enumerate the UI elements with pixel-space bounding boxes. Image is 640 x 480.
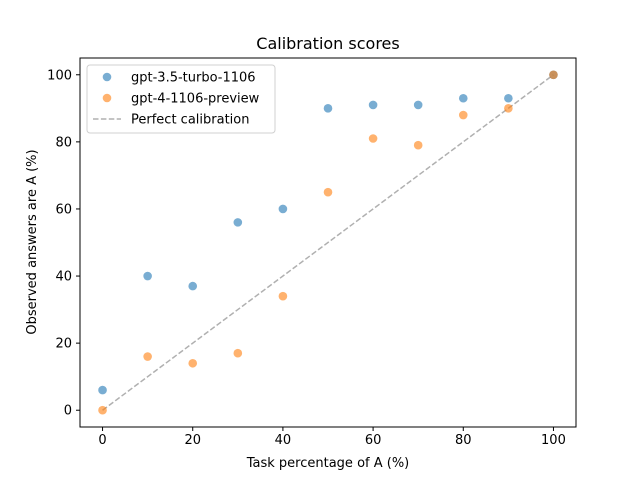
series-1-point-7 [413, 140, 423, 150]
y-axis-title: Observed answers are A (%) [25, 149, 40, 334]
series-0-point-5 [323, 104, 333, 113]
series-1-point-0 [98, 405, 107, 415]
legend-label-0: gpt-3.5-turbo-1106 [131, 71, 256, 86]
series-0-point-0 [98, 385, 107, 395]
series-1-point-2 [188, 358, 198, 368]
series-0-point-8 [458, 93, 468, 103]
y-axis-ticks: 0 20 40 60 80 100 [47, 68, 80, 419]
x-tick-label-2: 40 [275, 433, 292, 448]
series-1-point-5 [323, 187, 333, 197]
y-tick-label-2: 40 [55, 270, 72, 285]
series-1-point-8 [458, 110, 468, 120]
series-0-point-2 [188, 281, 198, 291]
x-tick-label-0: 0 [98, 433, 106, 448]
y-tick-label-1: 20 [55, 337, 72, 352]
series-0-point-7 [413, 100, 423, 110]
y-tick-label-0: 0 [64, 404, 72, 419]
y-tick-label-3: 60 [55, 202, 72, 217]
y-tick-label-5: 100 [47, 68, 72, 83]
series-1-point-4 [278, 291, 288, 301]
legend-marker-0 [102, 72, 112, 82]
plot-frame [79, 57, 577, 428]
series-1-point-6 [368, 134, 378, 143]
series-1-point-1 [143, 352, 152, 361]
x-tick-label-5: 100 [541, 433, 566, 448]
x-tick-label-4: 80 [455, 433, 472, 448]
x-axis-title: Task percentage of A (%) [246, 456, 410, 471]
legend-box [86, 64, 276, 134]
series-1-point-10 [549, 70, 558, 80]
y-tick-label-4: 80 [55, 135, 72, 150]
series-1-point-3 [233, 348, 243, 358]
series-0-point-3 [233, 218, 243, 227]
x-axis-ticks: 0 20 40 60 80 100 [98, 427, 566, 448]
chart-title: Calibration scores [256, 34, 399, 53]
x-tick-label-3: 60 [365, 433, 382, 448]
series-0-point-6 [368, 100, 378, 110]
series-0-point-4 [278, 204, 288, 214]
legend-label-1: gpt-4-1106-preview [131, 92, 260, 107]
perfect-calibration-line [102, 74, 554, 411]
data-points-layer [98, 70, 558, 415]
legend: gpt-3.5-turbo-1106 gpt-4-1106-preview Perf… [86, 64, 276, 134]
series-0-point-1 [143, 271, 152, 281]
series-0-point-9 [504, 93, 513, 103]
legend-label-2: Perfect calibration [131, 113, 249, 128]
legend-marker-1 [102, 93, 112, 103]
x-tick-label-1: 20 [184, 433, 201, 448]
reference-line-layer [102, 74, 554, 411]
series-1-point-9 [504, 104, 513, 113]
